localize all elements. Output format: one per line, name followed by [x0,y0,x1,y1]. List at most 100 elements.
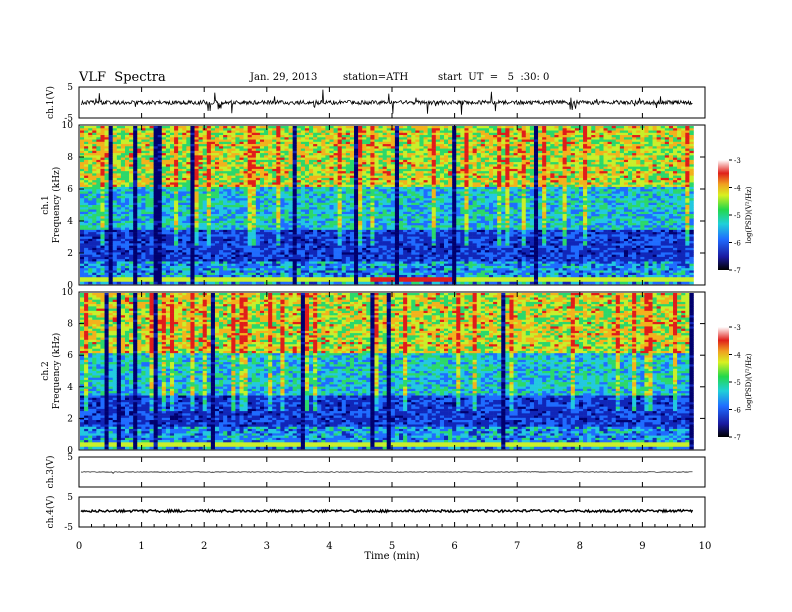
spec-cell [190,139,195,143]
spec-cell [333,168,338,172]
spec-cell [214,243,220,246]
spec-cell [362,146,367,149]
spec-cell [313,126,318,129]
spec-cell [276,245,281,249]
spec-cell [210,261,216,264]
spec-cell [259,184,265,188]
spec-cell [313,153,318,156]
spec-cell [149,211,154,215]
spec-cell [96,177,101,181]
spec-cell [292,261,298,264]
spec-cell [313,137,318,140]
spec-cell [296,227,302,231]
spec-cell [247,198,253,201]
spec-cell [112,252,118,255]
spec-cell [268,166,273,170]
spec-cell [259,265,265,269]
spec-cell [268,137,273,140]
spec-cell [190,245,195,249]
spec-cell [149,250,154,253]
spec-cell [284,182,289,185]
spec-cell [190,175,195,179]
spec-cell [100,168,105,172]
spec-cell [100,135,105,138]
spec-cell [80,132,85,136]
spec-cell [104,202,109,206]
spec-cell [141,281,146,285]
spec-cell [92,209,97,213]
spec-cell [321,223,326,226]
spec-cell [141,279,146,283]
spec-cell [235,132,240,136]
spec-cell [190,211,195,215]
spec-cell [268,148,273,152]
spec-cell [133,263,138,267]
spec-cell [235,229,240,233]
spec-cell [116,277,122,280]
spec-cell [288,268,293,271]
spec-cell [251,195,257,199]
spec-cell [329,243,334,246]
spec-cell [280,184,285,188]
spec-cell [206,177,212,181]
spec-cell [247,268,253,271]
spec-cell [337,137,343,140]
spec-cell [96,214,101,217]
spec-cell [349,211,355,215]
spec-cell [96,202,101,206]
spec-cell [112,148,118,152]
spec-cell [288,274,293,278]
spec-cell [198,157,203,161]
spec-cell [202,252,208,255]
spec-cell [92,139,97,143]
spec-cell [214,259,220,262]
spec-cell [268,281,273,285]
spec-cell [276,247,281,251]
spec-cell [264,238,269,242]
spec-cell [124,216,130,219]
spec-cell [354,146,359,149]
spec-cell [268,202,273,206]
spec-cell [112,164,118,167]
spec-cell [206,135,212,138]
spec-cell [317,274,322,278]
spec-cell [239,272,244,276]
spec-cell [129,259,134,262]
spec-cell [104,223,109,226]
spec-cell [313,274,318,278]
spec-cell [108,155,114,158]
spec-cell [165,168,171,172]
spec-cell [116,164,122,167]
spec-cell [354,186,359,190]
spec-cell [354,202,359,206]
spec-cell [341,272,347,276]
spec-cell [337,270,343,274]
spec-cell [174,272,179,276]
spec-cell [337,198,343,201]
spec-cell [309,193,314,197]
spec-cell [161,162,167,165]
spec-cell [120,166,126,170]
spec-cell [182,216,187,219]
spec-cell [313,281,318,285]
spec-cell [223,193,228,197]
spec-cell [214,193,220,197]
spec-cell [251,274,257,278]
spec-cell [190,130,195,134]
spec-cell [358,268,363,271]
spec-cell [206,159,212,163]
spec-cell [178,234,183,237]
spec-cell [133,252,138,255]
spec-cell [153,137,159,140]
spec-cell [345,139,351,143]
spec-cell [153,148,159,152]
station-label: station=ATH [343,72,408,83]
spec-cell [219,168,224,172]
spec-cell [325,234,330,237]
spec-cell [272,277,277,280]
spec-cell [333,173,338,176]
spec-cell [206,184,212,188]
spec-cell [174,223,179,226]
spec-cell [227,195,232,199]
spec-cell [141,148,146,152]
